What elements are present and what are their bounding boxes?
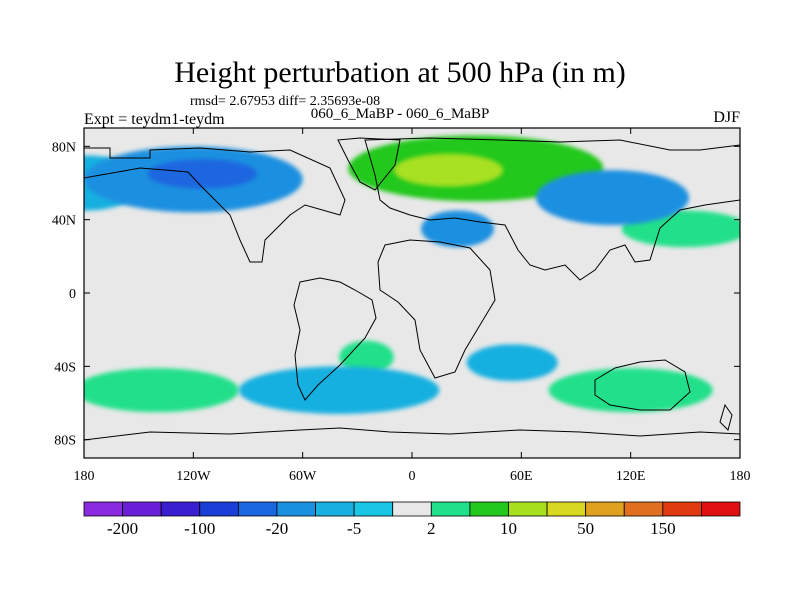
contour-blob-s-pacific-high [84,368,239,413]
y-tick-label: 80N [52,140,76,155]
colorbar: -200 -100 -20 -5 2 10 50 150 [83,501,741,538]
coastlines [84,137,740,441]
colorbar-label: 10 [500,519,517,538]
colorbar-label: 2 [427,519,436,538]
contour-blob-sw-atlantic-high [339,340,394,374]
contour-fills [84,135,740,414]
left-string: Expt = teydm1-teydm [84,111,225,128]
colorbar-box [122,501,162,517]
contour-blob-ne-pacific-low-core [147,159,258,189]
colorbar-box [585,501,625,517]
colorbar-box [392,501,432,517]
contour-blob-s-atlantic-low [238,366,440,414]
colorbar-box [199,501,239,517]
x-axis: 180 120W 60W 0 60E 120E 180 [74,128,751,484]
colorbar-box [276,501,316,517]
x-tick-label: 180 [74,469,95,484]
contour-blob-s-indian-low [466,344,558,381]
colorbar-box [546,501,587,517]
contour-blob-e-asia-low [535,170,689,226]
right-string: DJF [713,109,740,126]
coast-australia [594,359,691,411]
y-tick-label: 0 [69,287,76,302]
x-tick-label: 180 [730,469,751,484]
colorbar-box [508,501,548,517]
colorbar-label: -100 [184,519,215,538]
y-tick-label: 80S [54,434,76,449]
y-tick-label: 40S [54,360,76,375]
colorbar-box [662,501,702,517]
x-tick-label: 60E [510,469,533,484]
chart-title: Height perturbation at 500 hPa (in m) [174,56,626,89]
colorbar-label: -5 [347,519,361,538]
chart-subtitle: rmsd= 2.67953 diff= 2.35693e-08 [190,94,381,109]
colorbar-box [315,501,355,517]
coast-eurasia [364,137,740,281]
contour-blob-s-indian-high [548,368,713,413]
coast-greenland [337,137,401,191]
x-tick-label: 120W [176,469,211,484]
colorbar-box [623,501,664,517]
y-axis: 80N 40N 0 40S 80S [52,140,740,449]
colorbar-box [237,501,278,517]
colorbar-label: 150 [650,519,676,538]
x-tick-label: 120E [616,469,646,484]
colorbar-box [160,501,201,517]
coast-south-america [293,277,377,401]
colorbar-box [430,501,471,517]
coast-new-zealand [719,403,733,431]
x-tick-label: 60W [289,469,317,484]
coast-antarctica [84,427,740,441]
colorbar-label: -200 [107,519,138,538]
y-tick-label: 40N [52,214,76,229]
center-string: 060_6_MaBP - 060_6_MaBP [310,106,490,122]
colorbar-box [701,501,741,517]
colorbar-box [469,501,509,517]
contour-blob-eurasian-high-core [393,153,504,187]
coast-africa [377,239,496,379]
colorbar-label: 50 [577,519,594,538]
x-tick-label: 0 [409,469,416,484]
colorbar-box [83,501,123,517]
colorbar-label: -20 [266,519,289,538]
colorbar-box [353,501,394,517]
coast-north-america [84,147,346,263]
